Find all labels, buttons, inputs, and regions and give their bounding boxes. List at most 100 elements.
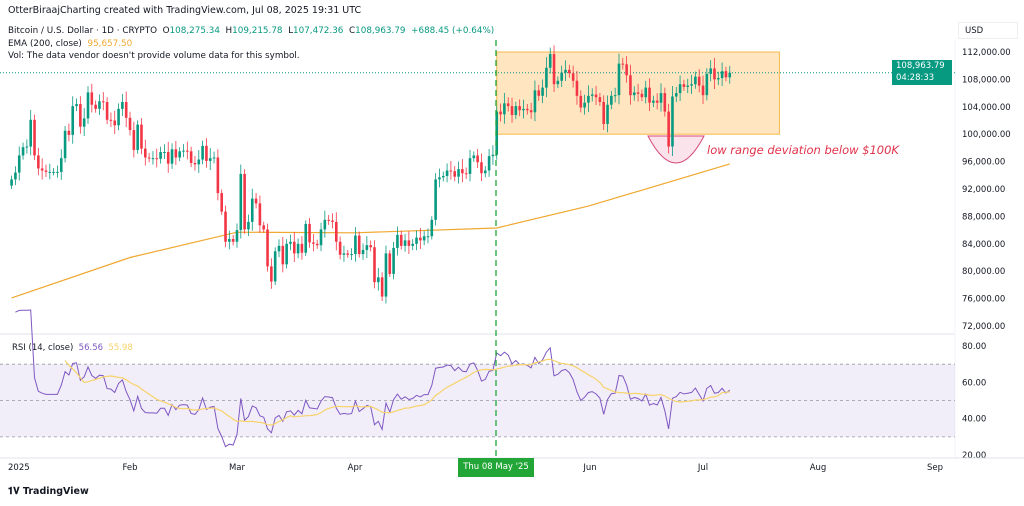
candle-body	[598, 97, 602, 103]
candle-body	[556, 80, 560, 85]
candle-body	[319, 229, 323, 246]
candle	[728, 65, 732, 84]
candle	[124, 91, 128, 128]
candle-body	[621, 63, 625, 65]
candle	[354, 227, 357, 262]
candle-body	[571, 73, 575, 81]
candle	[304, 220, 308, 256]
candle	[617, 53, 621, 105]
candle-body	[350, 254, 353, 256]
candle	[189, 146, 193, 168]
candle	[44, 164, 48, 178]
candle	[197, 150, 201, 173]
candle-body	[220, 193, 223, 212]
open-value: 108,275.34	[169, 26, 220, 36]
candle-body	[545, 67, 548, 88]
candle	[25, 139, 29, 154]
candle	[514, 101, 518, 119]
candle	[361, 243, 365, 260]
candle-body	[548, 54, 552, 68]
candle-body	[296, 243, 300, 254]
candle-body	[289, 241, 292, 244]
candle-body	[239, 173, 243, 231]
candle	[331, 213, 334, 229]
candle-body	[250, 198, 254, 222]
candle	[694, 71, 697, 89]
candle-body	[193, 162, 197, 165]
candle	[610, 90, 613, 110]
candle	[411, 239, 414, 251]
candle	[506, 97, 510, 112]
candle	[37, 147, 40, 176]
candle	[438, 168, 441, 188]
candle-body	[147, 157, 151, 159]
currency-button[interactable]: USD	[958, 22, 1018, 39]
candle-body	[308, 223, 311, 243]
rsi-ma-value: 55.98	[108, 343, 133, 353]
candle	[545, 57, 548, 98]
candle-body	[457, 169, 460, 177]
candle-body	[52, 171, 55, 173]
annotation-text[interactable]: low range deviation below $100K	[707, 143, 899, 157]
candle	[296, 238, 300, 259]
candle-body	[338, 241, 342, 255]
price-tick: 84,000.00	[962, 240, 1005, 250]
candle	[564, 60, 567, 82]
candle-body	[315, 243, 319, 246]
candle-body	[392, 247, 395, 274]
candle	[690, 74, 693, 94]
last-price-label: 108,963.79 04:28:33	[892, 60, 952, 85]
candle-body	[361, 249, 365, 255]
candle	[724, 66, 728, 82]
price-tick: 76,000.00	[962, 295, 1005, 305]
candle	[713, 57, 716, 89]
candle-body	[186, 150, 189, 152]
candle	[281, 236, 285, 273]
candle	[503, 92, 506, 124]
candle-body	[10, 179, 13, 186]
candle-body	[445, 170, 449, 176]
candle-body	[285, 243, 288, 265]
candle	[266, 223, 269, 272]
candle	[598, 92, 602, 106]
candle-body	[419, 237, 422, 241]
candle	[655, 93, 659, 110]
candle-body	[166, 152, 170, 164]
rsi-label[interactable]: RSI (14, close)	[12, 343, 74, 353]
rsi-tick: 80.00	[962, 342, 986, 352]
candle-body	[625, 64, 628, 76]
candle	[224, 205, 227, 248]
candle-body	[384, 253, 388, 297]
ema-label[interactable]: EMA (200, close)	[8, 38, 82, 49]
candle-body	[208, 158, 212, 161]
candle-body	[86, 92, 90, 119]
candle	[686, 78, 690, 94]
candle-body	[652, 100, 655, 103]
candle-body	[449, 170, 453, 172]
candle-body	[701, 85, 705, 96]
legend: Bitcoin / U.S. Dollar · 1D · CRYPTO O108…	[8, 25, 494, 63]
candle-body	[335, 221, 338, 242]
candle	[166, 141, 170, 173]
candle-body	[461, 169, 464, 174]
candle	[705, 68, 709, 101]
candle-body	[464, 173, 468, 175]
candle-body	[487, 156, 491, 171]
candle-body	[415, 237, 418, 244]
price-tick: 72,000.00	[962, 322, 1005, 332]
candle-body	[717, 78, 720, 80]
candle-body	[560, 72, 563, 81]
candle	[522, 99, 525, 119]
candle-body	[357, 235, 361, 255]
candle-body	[529, 110, 533, 113]
candle-body	[90, 92, 94, 105]
candle-body	[648, 87, 651, 103]
candle-body	[254, 198, 258, 204]
candle	[239, 164, 243, 239]
rsi-legend: RSI (14, close) 56.56 55.98	[12, 343, 133, 353]
candle	[285, 239, 288, 269]
symbol-name[interactable]: Bitcoin / U.S. Dollar · 1D · CRYPTO	[8, 26, 158, 36]
candle-body	[113, 120, 117, 126]
tradingview-logo: 𝟏𝐕 TradingView	[8, 486, 89, 497]
